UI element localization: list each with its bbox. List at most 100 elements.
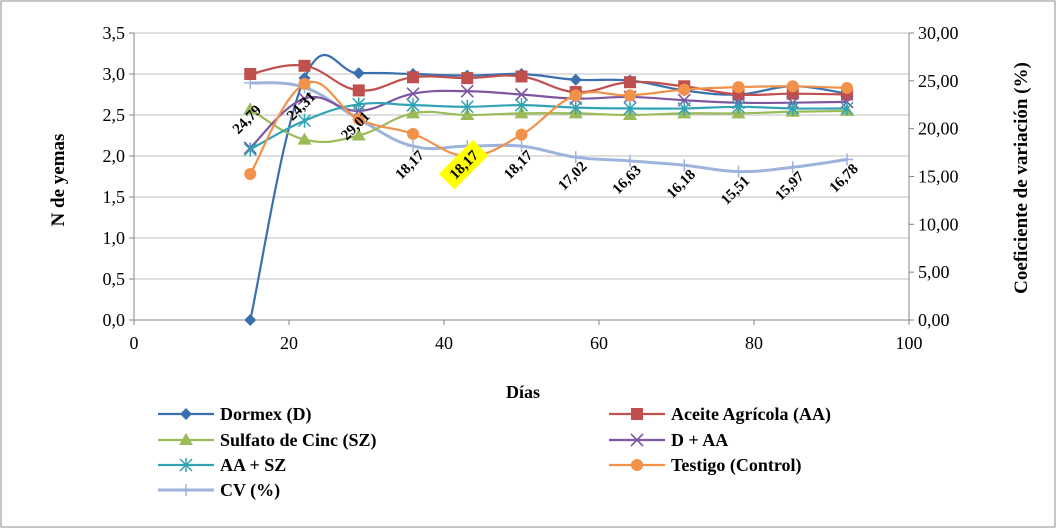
legend-marker: [631, 408, 643, 420]
data-point: [407, 140, 419, 153]
y-tick-label: 0,0: [103, 310, 126, 330]
legend-item: Sulfato de Cinc (SZ): [158, 430, 377, 451]
y2-tick-label: 10,00: [918, 214, 959, 234]
data-point: [243, 102, 258, 115]
y-tick-label: 2,5: [103, 105, 126, 125]
data-point: [406, 87, 420, 101]
data-point: [352, 84, 365, 97]
data-point: [515, 70, 528, 83]
y-tick-label: 2,0: [103, 146, 126, 166]
y2-tick-label: 15,00: [918, 167, 959, 187]
y2-tick-label: 25,00: [918, 71, 959, 91]
legend-item: Dormex (D): [158, 404, 311, 425]
legend-label: Sulfato de Cinc (SZ): [220, 430, 377, 451]
y-axis-label: N de yemas: [48, 134, 69, 227]
data-point: [297, 113, 312, 128]
data-point: [244, 314, 257, 326]
y-tick-label: 0,5: [103, 269, 126, 289]
data-point: [407, 127, 419, 140]
data-point: [624, 89, 636, 102]
data-point: [514, 98, 529, 113]
data-point: [406, 98, 420, 113]
data-point: [841, 153, 853, 166]
data-point: [569, 100, 583, 115]
data-point: [244, 168, 257, 181]
data-point: [351, 128, 366, 141]
data-point: [624, 154, 636, 167]
y2-tick-label: 0,00: [918, 310, 950, 330]
x-tick-label: 80: [745, 333, 763, 353]
data-point: [786, 80, 799, 93]
data-point: [569, 151, 582, 164]
data-point: [841, 81, 853, 94]
data-point: [407, 71, 419, 84]
series-layer: [243, 53, 854, 326]
x-tick-label: 0: [130, 333, 139, 353]
data-point: [786, 101, 800, 116]
legend-item: AA + SZ: [158, 455, 286, 475]
legend-item: Testigo (Control): [609, 455, 802, 476]
y-tick-label: 3,5: [103, 23, 126, 43]
legend-marker: [630, 433, 644, 447]
data-point: [515, 140, 528, 153]
data-point: [678, 83, 691, 96]
data-point: [298, 77, 311, 90]
annotation-highlight: [438, 139, 489, 190]
data-point: [460, 108, 475, 120]
legend-label: Aceite Agrícola (AA): [671, 404, 831, 425]
legend-marker: [180, 408, 192, 420]
data-point: [624, 76, 636, 89]
data-point: [840, 101, 854, 116]
data-point: [352, 113, 365, 126]
data-point: [243, 142, 257, 157]
legend-marker: [179, 458, 193, 472]
data-point: [460, 99, 474, 114]
legend-item: CV (%): [158, 480, 280, 501]
data-point: [460, 84, 474, 98]
data-point: [678, 159, 691, 172]
y-tick-label: 1,5: [103, 187, 126, 207]
legend-marker: [179, 433, 193, 445]
data-point: [297, 132, 312, 145]
x-tick-label: 100: [896, 333, 923, 353]
data-point: [352, 97, 366, 112]
data-point: [732, 81, 745, 94]
data-point: [732, 165, 745, 178]
axes: 0,0 0,5 1,0 1,5 2,0 2,5 3,0 3,5 0,00 5,00 10,00 15,…: [103, 23, 959, 353]
legend-label: CV (%): [220, 480, 280, 501]
x-tick-label: 20: [280, 333, 298, 353]
data-point: [461, 72, 474, 85]
y-tick-label: 3,0: [103, 64, 126, 84]
y-tick-label: 1,0: [103, 228, 126, 248]
x-tick-label: 40: [435, 333, 453, 353]
y2-axis-label: Coeficiente de variación (%): [1011, 62, 1032, 294]
data-point: [352, 67, 365, 80]
data-point: [569, 73, 582, 86]
y2-tick-label: 5,00: [918, 262, 950, 282]
data-point: [786, 161, 799, 174]
legend-marker: [631, 459, 643, 471]
legend-item: D + AA: [609, 430, 728, 450]
legend-label: AA + SZ: [220, 455, 286, 475]
data-point: [514, 87, 529, 102]
data-point: [514, 106, 529, 119]
data-point: [515, 128, 528, 141]
y2-tick-label: 20,00: [918, 119, 959, 139]
series-line: [249, 101, 848, 151]
data-point: [569, 89, 582, 102]
legend-item: Aceite Agrícola (AA): [609, 404, 831, 425]
x-tick-label: 60: [590, 333, 608, 353]
data-point: [298, 59, 311, 72]
data-point: [677, 101, 691, 116]
data-point: [731, 99, 746, 114]
legend: Dormex (D) Aceite Agrícola (AA) Sulfato de…: [158, 404, 831, 501]
data-point: [623, 101, 637, 116]
legend-label: D + AA: [671, 430, 728, 450]
y2-tick-label: 30,00: [918, 23, 959, 43]
legend-label: Dormex (D): [220, 404, 311, 425]
legend-label: Testigo (Control): [671, 455, 802, 476]
x-axis-label: Días: [506, 382, 540, 402]
legend-marker: [180, 484, 192, 496]
data-point: [406, 106, 420, 119]
